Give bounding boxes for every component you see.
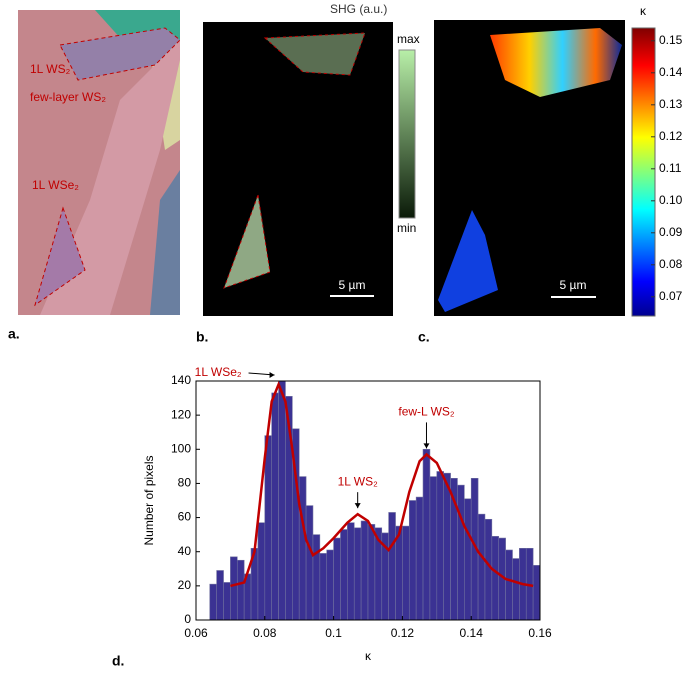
colorbar-tick-label: 0.08 [659, 257, 683, 271]
bar [347, 522, 355, 621]
panel-label: c. [418, 329, 430, 345]
annotation: 1L WS₂ [30, 62, 71, 76]
bar [236, 559, 245, 621]
arrow-head [269, 372, 275, 378]
colorbar-title: SHG (a.u.) [330, 2, 387, 16]
x-tick-label: 0.16 [528, 626, 552, 640]
y-axis-label: Number of pixels [142, 455, 156, 545]
bar [429, 476, 438, 621]
bar [230, 556, 238, 621]
bar [532, 565, 541, 621]
arrow-head [354, 503, 361, 509]
bar [264, 435, 272, 621]
colorbar-title: κ [640, 4, 647, 18]
bar [512, 558, 520, 621]
scale-bar-label: 5 µm [339, 278, 366, 292]
kappa-map [434, 20, 625, 316]
bar [223, 582, 231, 621]
bar [402, 525, 410, 621]
arrow-head [423, 443, 430, 449]
colorbar-tick-label: 0.11 [659, 161, 682, 175]
bar [333, 537, 341, 621]
y-tick-label: 140 [171, 373, 191, 387]
bar [505, 549, 513, 621]
bar [457, 484, 465, 621]
x-tick-label: 0.14 [460, 626, 484, 640]
y-tick-label: 100 [171, 441, 191, 455]
panel-label: a. [8, 326, 20, 342]
bar [367, 524, 376, 621]
bar [319, 553, 328, 621]
bar [415, 496, 424, 621]
bar [484, 518, 493, 621]
x-tick-label: 0.06 [184, 626, 208, 640]
bar [278, 380, 286, 621]
annotation: 1L WS₂ [338, 474, 379, 488]
colorbar-tick-label: 0.09 [659, 225, 683, 239]
x-tick-label: 0.12 [391, 626, 415, 640]
bar [353, 527, 362, 621]
bar [340, 529, 348, 621]
y-tick-label: 120 [171, 407, 191, 421]
colorbar-tick-label: 0.13 [659, 97, 683, 111]
bar [388, 512, 396, 621]
bar [305, 505, 314, 621]
y-tick-label: 80 [178, 476, 192, 490]
colorbar [631, 27, 656, 317]
optical-image [18, 10, 181, 315]
bar [360, 520, 369, 621]
y-tick-label: 40 [178, 544, 192, 558]
colorbar-tick-label: 0.10 [659, 193, 683, 207]
colorbar-tick-label: 0.14 [659, 65, 683, 79]
colorbar-tick-label: 0.15 [659, 33, 683, 47]
annotation: few-layer WS₂ [30, 90, 106, 104]
annotation: few-L WS₂ [398, 405, 455, 419]
bar [477, 513, 486, 621]
annotation: 1L WSe₂ [195, 365, 242, 379]
bar [443, 472, 451, 621]
bar [436, 471, 444, 621]
fit-curve [230, 381, 534, 588]
bar [216, 570, 224, 621]
shg-image [203, 22, 393, 316]
colorbar-tick-label: 0.12 [659, 129, 683, 143]
panel-label: d. [112, 653, 124, 669]
bar [408, 500, 417, 621]
bar [209, 583, 217, 621]
colorbar-label: min [397, 221, 416, 235]
bar [312, 534, 321, 621]
colorbar-tick-label: 0.07 [659, 289, 683, 303]
colorbar [398, 49, 416, 219]
x-tick-label: 0.1 [325, 626, 342, 640]
y-tick-label: 60 [178, 510, 192, 524]
x-axis-label: κ [365, 649, 372, 663]
bar [491, 536, 500, 621]
bar [271, 392, 279, 621]
bar [298, 476, 307, 621]
annotation: 1L WSe₂ [32, 178, 79, 192]
bar [422, 448, 431, 621]
y-tick-label: 20 [178, 578, 192, 592]
bar [257, 522, 266, 621]
bar [464, 498, 472, 621]
plot-frame [195, 380, 541, 621]
panel-label: b. [196, 329, 208, 345]
y-tick-label: 0 [184, 612, 191, 626]
histogram: 0 20 40 60 80 100 120 140 0.06 0.08 0.1 0.12 0.14 0.1… [142, 365, 552, 663]
colorbar-label: max [397, 32, 420, 46]
x-tick-label: 0.08 [253, 626, 277, 640]
scale-bar-label: 5 µm [560, 278, 587, 292]
bar [326, 549, 334, 621]
